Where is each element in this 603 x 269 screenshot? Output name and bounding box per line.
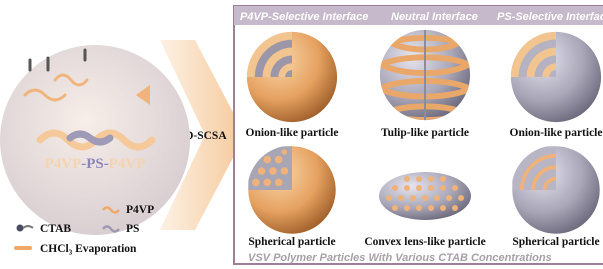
particle-image	[511, 32, 601, 122]
block-label: -PS-	[81, 156, 109, 172]
block-label: P4VP	[45, 156, 82, 172]
particle-image	[379, 172, 471, 220]
header: P4VP-Selective Interface	[240, 11, 368, 23]
particle-label: Onion-like particle	[246, 127, 339, 139]
particle-label: Spherical particle	[512, 236, 599, 248]
legend-label: PS	[126, 223, 139, 235]
legend-label: P4VP	[126, 204, 154, 216]
legend-label: CTAB	[40, 223, 71, 235]
block-label: P4VP	[109, 156, 146, 172]
copolymer-label: P4VP-PS-P4VP	[45, 156, 146, 172]
particle-label: Onion-like particle	[510, 127, 603, 139]
particle-label: Convex lens-like particle	[364, 236, 485, 248]
header: Neutral Interface	[391, 11, 478, 23]
particle-label: Spherical particle	[248, 236, 335, 248]
footer: VSV Polymer Particles With Various CTAB …	[248, 252, 552, 264]
particle-image	[247, 32, 337, 122]
particle-label: Tulip-like particle	[381, 127, 469, 139]
particle-image	[248, 146, 335, 233]
figure: 3D-SCSA P4VP-PS-P4VP CTAB P4VP PS CHCl₃ …	[0, 0, 603, 269]
particle-image	[512, 146, 599, 233]
legend-label: CHCl₃ Evaporation	[40, 243, 137, 255]
header: PS-Selective Interface	[497, 11, 603, 23]
